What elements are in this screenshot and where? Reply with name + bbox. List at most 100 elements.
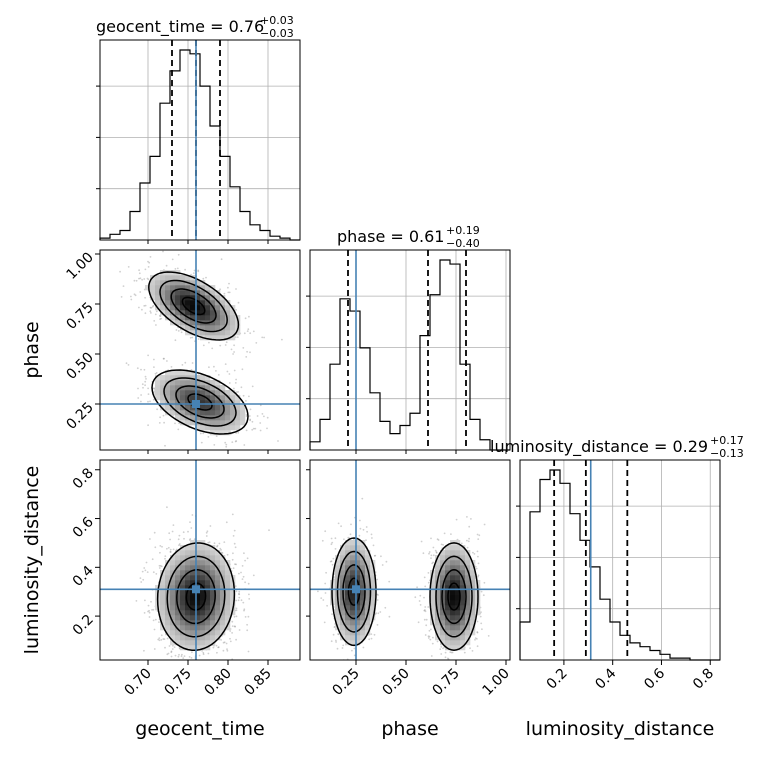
density-cell — [170, 390, 176, 396]
sample-point — [244, 616, 247, 618]
sample-point — [138, 306, 140, 309]
sample-point — [181, 653, 183, 656]
density-cell — [195, 615, 201, 621]
density-cell — [170, 615, 176, 621]
density-cell — [180, 580, 186, 586]
sample-point — [147, 610, 149, 613]
density-cell — [460, 615, 466, 621]
density-cell — [185, 320, 191, 326]
density-cell — [220, 395, 226, 401]
density-cell — [170, 635, 176, 641]
density-cell — [345, 625, 351, 631]
sample-point — [147, 387, 150, 390]
sample-point — [358, 534, 361, 537]
density-cell — [220, 295, 226, 301]
density-cell — [175, 380, 181, 386]
sample-point — [353, 647, 356, 650]
density-cell — [210, 610, 216, 616]
density-cell — [215, 555, 221, 561]
sample-point — [231, 632, 234, 634]
density-cell — [230, 335, 236, 341]
sample-point — [423, 618, 426, 621]
density-cell — [200, 560, 206, 566]
density-cell — [220, 335, 226, 341]
density-cell — [210, 595, 216, 601]
sample-point — [472, 551, 474, 554]
sample-point — [223, 641, 226, 644]
sample-point — [153, 320, 156, 322]
density-cell — [215, 330, 221, 336]
density-cell — [195, 550, 201, 556]
sample-point — [160, 317, 163, 320]
sample-point — [177, 253, 180, 256]
sample-point — [478, 534, 481, 537]
density-cell — [200, 580, 206, 586]
density-cell — [215, 420, 221, 426]
density-cell — [175, 550, 181, 556]
density-cell — [155, 295, 161, 301]
density-cell — [215, 585, 221, 591]
density-cell — [190, 390, 196, 396]
density-cell — [165, 570, 171, 576]
density-cell — [455, 610, 461, 616]
density-cell — [175, 305, 181, 311]
density-cell — [205, 585, 211, 591]
density-cell — [435, 625, 441, 631]
sample-point — [266, 427, 268, 430]
sample-point — [177, 655, 180, 658]
sample-point — [473, 553, 476, 555]
density-cell — [190, 610, 196, 616]
density-cell — [200, 410, 206, 416]
density-cell — [160, 380, 166, 386]
density-cell — [165, 620, 171, 626]
density-cell — [465, 635, 471, 641]
density-cell — [175, 320, 181, 326]
sample-point — [152, 608, 155, 611]
sample-point — [219, 344, 222, 347]
sample-point — [137, 397, 140, 399]
sample-point — [164, 555, 167, 557]
density-cell — [190, 545, 196, 551]
sample-point — [160, 565, 163, 568]
density-cell — [210, 425, 216, 431]
sample-point — [154, 618, 157, 621]
sample-point — [140, 400, 142, 403]
sample-point — [216, 545, 218, 548]
sample-point — [322, 599, 325, 601]
density-cell — [460, 600, 466, 606]
density-cell — [170, 380, 176, 386]
density-cell — [205, 620, 211, 626]
sample-point — [143, 368, 146, 371]
sample-point — [202, 344, 205, 347]
sample-point — [238, 593, 241, 596]
sample-point — [153, 387, 155, 390]
sample-point — [437, 539, 440, 541]
density-cell — [210, 555, 216, 561]
sample-point — [144, 312, 147, 315]
sample-point — [189, 521, 191, 523]
density-cell — [155, 280, 161, 286]
sample-point — [174, 268, 177, 270]
sample-point — [337, 633, 339, 635]
sample-point — [144, 569, 147, 572]
sample-point — [333, 626, 336, 628]
sample-point — [202, 653, 205, 656]
density-cell — [175, 610, 181, 616]
density-cell — [200, 400, 206, 406]
density-cell — [220, 430, 226, 436]
density-cell — [160, 620, 166, 626]
sample-point — [341, 665, 343, 667]
density-cell — [230, 425, 236, 431]
sample-point — [220, 549, 223, 551]
sample-point — [419, 604, 422, 606]
sample-point — [162, 250, 164, 253]
sample-point — [168, 645, 171, 647]
density-cell — [175, 285, 181, 291]
density-cell — [180, 380, 186, 386]
sample-point — [428, 551, 431, 553]
sample-point — [376, 578, 379, 581]
density-cell — [165, 280, 171, 286]
sample-point — [324, 592, 327, 594]
density-cell — [355, 620, 361, 626]
sample-point — [247, 328, 250, 331]
